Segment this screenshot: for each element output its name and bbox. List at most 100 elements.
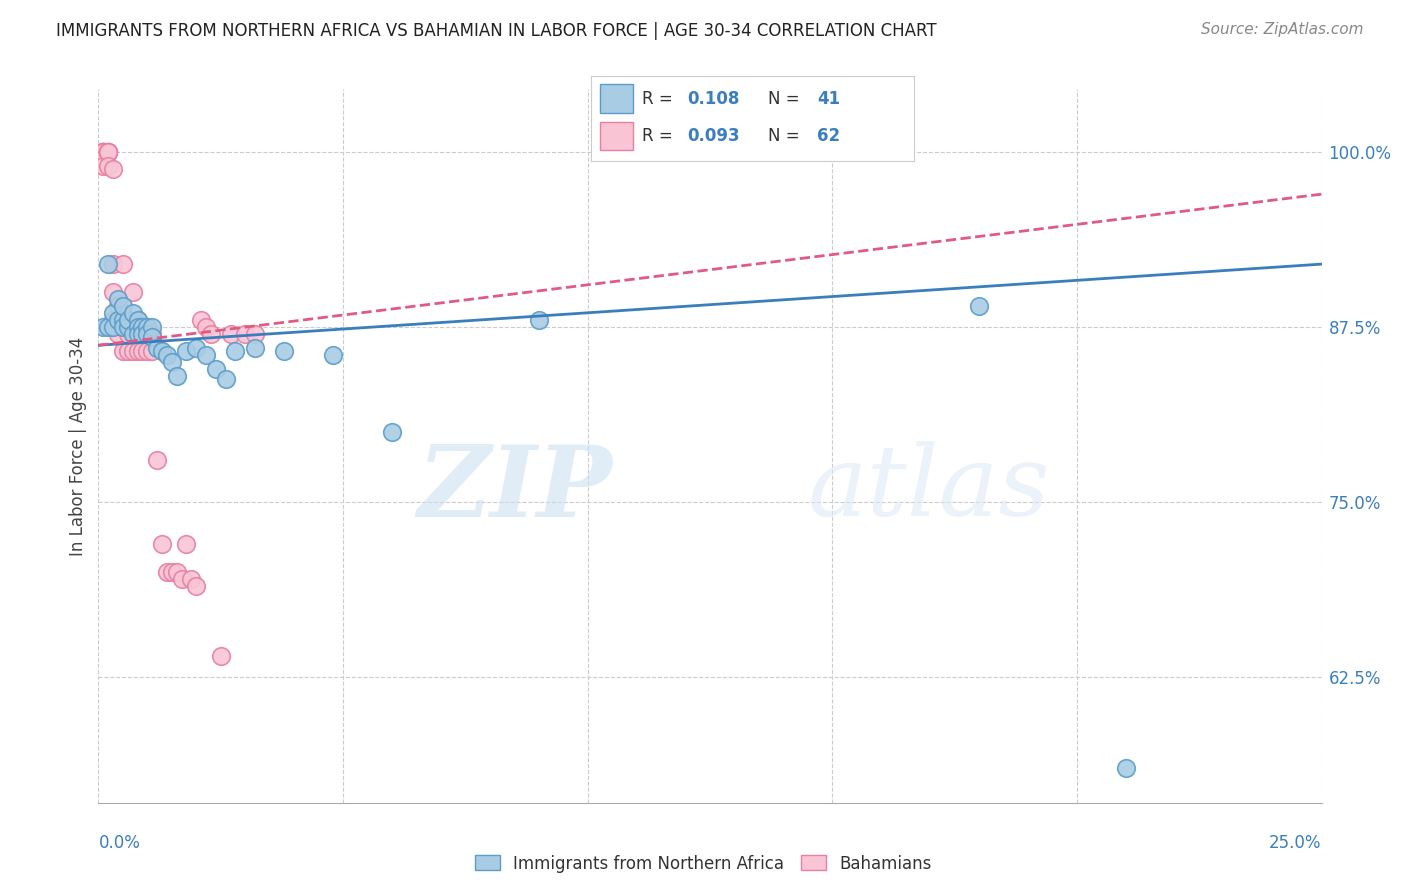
Point <box>127 313 149 327</box>
Text: atlas: atlas <box>808 442 1050 536</box>
Point <box>131 343 153 358</box>
Point <box>101 320 124 334</box>
Point <box>127 320 149 334</box>
Point <box>91 152 114 166</box>
Point <box>101 316 124 330</box>
Point <box>243 327 266 342</box>
Point <box>156 565 179 579</box>
Point <box>97 145 120 160</box>
Point <box>91 145 114 160</box>
Point <box>195 320 218 334</box>
Point <box>141 327 163 342</box>
Point <box>131 320 153 334</box>
Point <box>107 313 129 327</box>
Point <box>101 320 124 334</box>
Point <box>107 320 129 334</box>
Point <box>117 343 139 358</box>
Point <box>101 161 124 176</box>
Point <box>136 320 159 334</box>
Point <box>195 348 218 362</box>
Point <box>97 257 120 271</box>
Point <box>170 572 193 586</box>
Point <box>101 285 124 299</box>
Point <box>136 343 159 358</box>
Point <box>117 320 139 334</box>
Y-axis label: In Labor Force | Age 30-34: In Labor Force | Age 30-34 <box>69 336 87 556</box>
Point <box>111 299 134 313</box>
Point <box>91 145 114 160</box>
Legend: Immigrants from Northern Africa, Bahamians: Immigrants from Northern Africa, Bahamia… <box>468 848 938 880</box>
Point <box>156 348 179 362</box>
Point <box>127 327 149 342</box>
Point <box>176 537 198 551</box>
Point <box>381 425 404 439</box>
Point <box>205 362 228 376</box>
Point <box>117 327 139 342</box>
Point <box>91 145 114 160</box>
Point <box>141 343 163 358</box>
Point <box>1115 761 1137 775</box>
Point <box>200 327 222 342</box>
Point <box>111 313 134 327</box>
Point <box>91 145 114 160</box>
Point <box>97 320 120 334</box>
Point <box>186 579 208 593</box>
Point <box>160 565 183 579</box>
Point <box>141 330 163 344</box>
Point <box>160 355 183 369</box>
Point <box>121 327 143 342</box>
Text: N =: N = <box>768 90 806 108</box>
Point <box>91 145 114 160</box>
Point <box>117 320 139 334</box>
Point <box>233 327 256 342</box>
Point <box>97 145 120 160</box>
Point <box>101 257 124 271</box>
Point <box>527 313 550 327</box>
Point <box>97 159 120 173</box>
Point <box>107 320 129 334</box>
Point <box>91 320 114 334</box>
Point <box>131 327 153 342</box>
Text: 0.108: 0.108 <box>688 90 740 108</box>
Point <box>127 343 149 358</box>
Text: N =: N = <box>768 127 806 145</box>
Text: 41: 41 <box>817 90 839 108</box>
Text: Source: ZipAtlas.com: Source: ZipAtlas.com <box>1201 22 1364 37</box>
Point <box>180 572 202 586</box>
Text: 62: 62 <box>817 127 839 145</box>
Point <box>214 372 236 386</box>
Point <box>91 145 114 160</box>
Text: 0.093: 0.093 <box>688 127 740 145</box>
Point <box>107 327 129 342</box>
Point <box>166 565 188 579</box>
Point <box>111 257 134 271</box>
Point <box>243 341 266 355</box>
Point <box>97 145 120 160</box>
Point <box>141 320 163 334</box>
Point <box>107 292 129 306</box>
Text: R =: R = <box>643 90 678 108</box>
Point <box>186 341 208 355</box>
Point <box>111 343 134 358</box>
Point <box>136 320 159 334</box>
Point <box>91 145 114 160</box>
Point <box>101 313 124 327</box>
Point <box>209 648 232 663</box>
Point <box>111 320 134 334</box>
Point <box>121 306 143 320</box>
Point <box>97 145 120 160</box>
Point <box>121 285 143 299</box>
Point <box>91 145 114 160</box>
Point <box>117 313 139 327</box>
Text: 0.0%: 0.0% <box>98 834 141 852</box>
Point <box>967 299 990 313</box>
Point <box>121 327 143 342</box>
Point <box>101 306 124 320</box>
Point <box>127 320 149 334</box>
Text: IMMIGRANTS FROM NORTHERN AFRICA VS BAHAMIAN IN LABOR FORCE | AGE 30-34 CORRELATI: IMMIGRANTS FROM NORTHERN AFRICA VS BAHAM… <box>56 22 936 40</box>
Bar <box>600 85 633 113</box>
Text: ZIP: ZIP <box>418 441 612 537</box>
Text: R =: R = <box>643 127 678 145</box>
Point <box>127 313 149 327</box>
Point <box>146 341 169 355</box>
